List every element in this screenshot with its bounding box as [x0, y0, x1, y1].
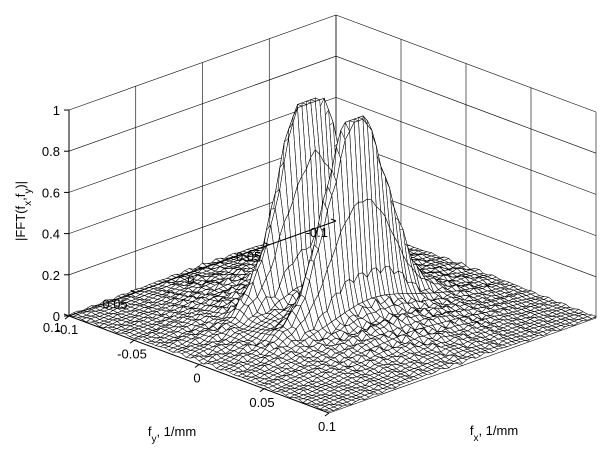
axis-labels: fx, 1/mm fy, 1/mm |FFT(fx,fy)|	[13, 181, 518, 445]
x-tick-label: -0.05	[117, 346, 147, 361]
x-tick-label: 0.05	[249, 395, 274, 410]
surface-mesh	[68, 97, 597, 412]
z-tick-label: 0	[53, 309, 60, 324]
x-tick-label: -0.1	[56, 322, 78, 337]
y-tick-label: 0	[187, 273, 194, 288]
grid-line	[68, 14, 337, 111]
y-tick-mark	[197, 266, 203, 269]
y-tick-mark	[330, 218, 337, 222]
x-tick-mark	[194, 364, 200, 368]
grid-line	[68, 97, 337, 193]
tick-labels: -0.1-0.0500.050.1-0.1-0.0500.050.100.20.…	[42, 103, 336, 434]
x-tick-label: 0.1	[318, 419, 336, 434]
z-tick-label: 0.4	[42, 227, 60, 242]
plot-axes	[63, 109, 337, 417]
x-axis-label: fx, 1/mm	[470, 423, 518, 444]
x-tick-mark	[324, 412, 330, 417]
grid-line	[68, 55, 337, 152]
y-tick-label: 0.1	[43, 320, 61, 335]
y-tick-mark	[130, 289, 136, 293]
x-tick-mark	[129, 339, 135, 344]
x-tick-mark	[259, 388, 265, 393]
y-tick-label: -0.05	[232, 249, 262, 264]
grid-line	[335, 14, 597, 113]
z-axis-label: |FFT(fx,fy)|	[13, 181, 34, 241]
y-tick-label: 0.05	[102, 296, 127, 311]
y-tick-label: -0.1	[306, 225, 328, 240]
grid-line	[335, 55, 597, 154]
grid-line	[335, 138, 597, 236]
y-axis-label: fy, 1/mm	[148, 424, 196, 445]
z-tick-label: 0.2	[42, 268, 60, 283]
z-tick-label: 0.8	[42, 144, 60, 159]
y-tick-mark	[264, 242, 270, 246]
grid-line	[335, 97, 597, 195]
z-tick-label: 1	[53, 103, 60, 118]
z-tick-label: 0.6	[42, 185, 60, 200]
x-tick-label: 0	[193, 371, 200, 386]
